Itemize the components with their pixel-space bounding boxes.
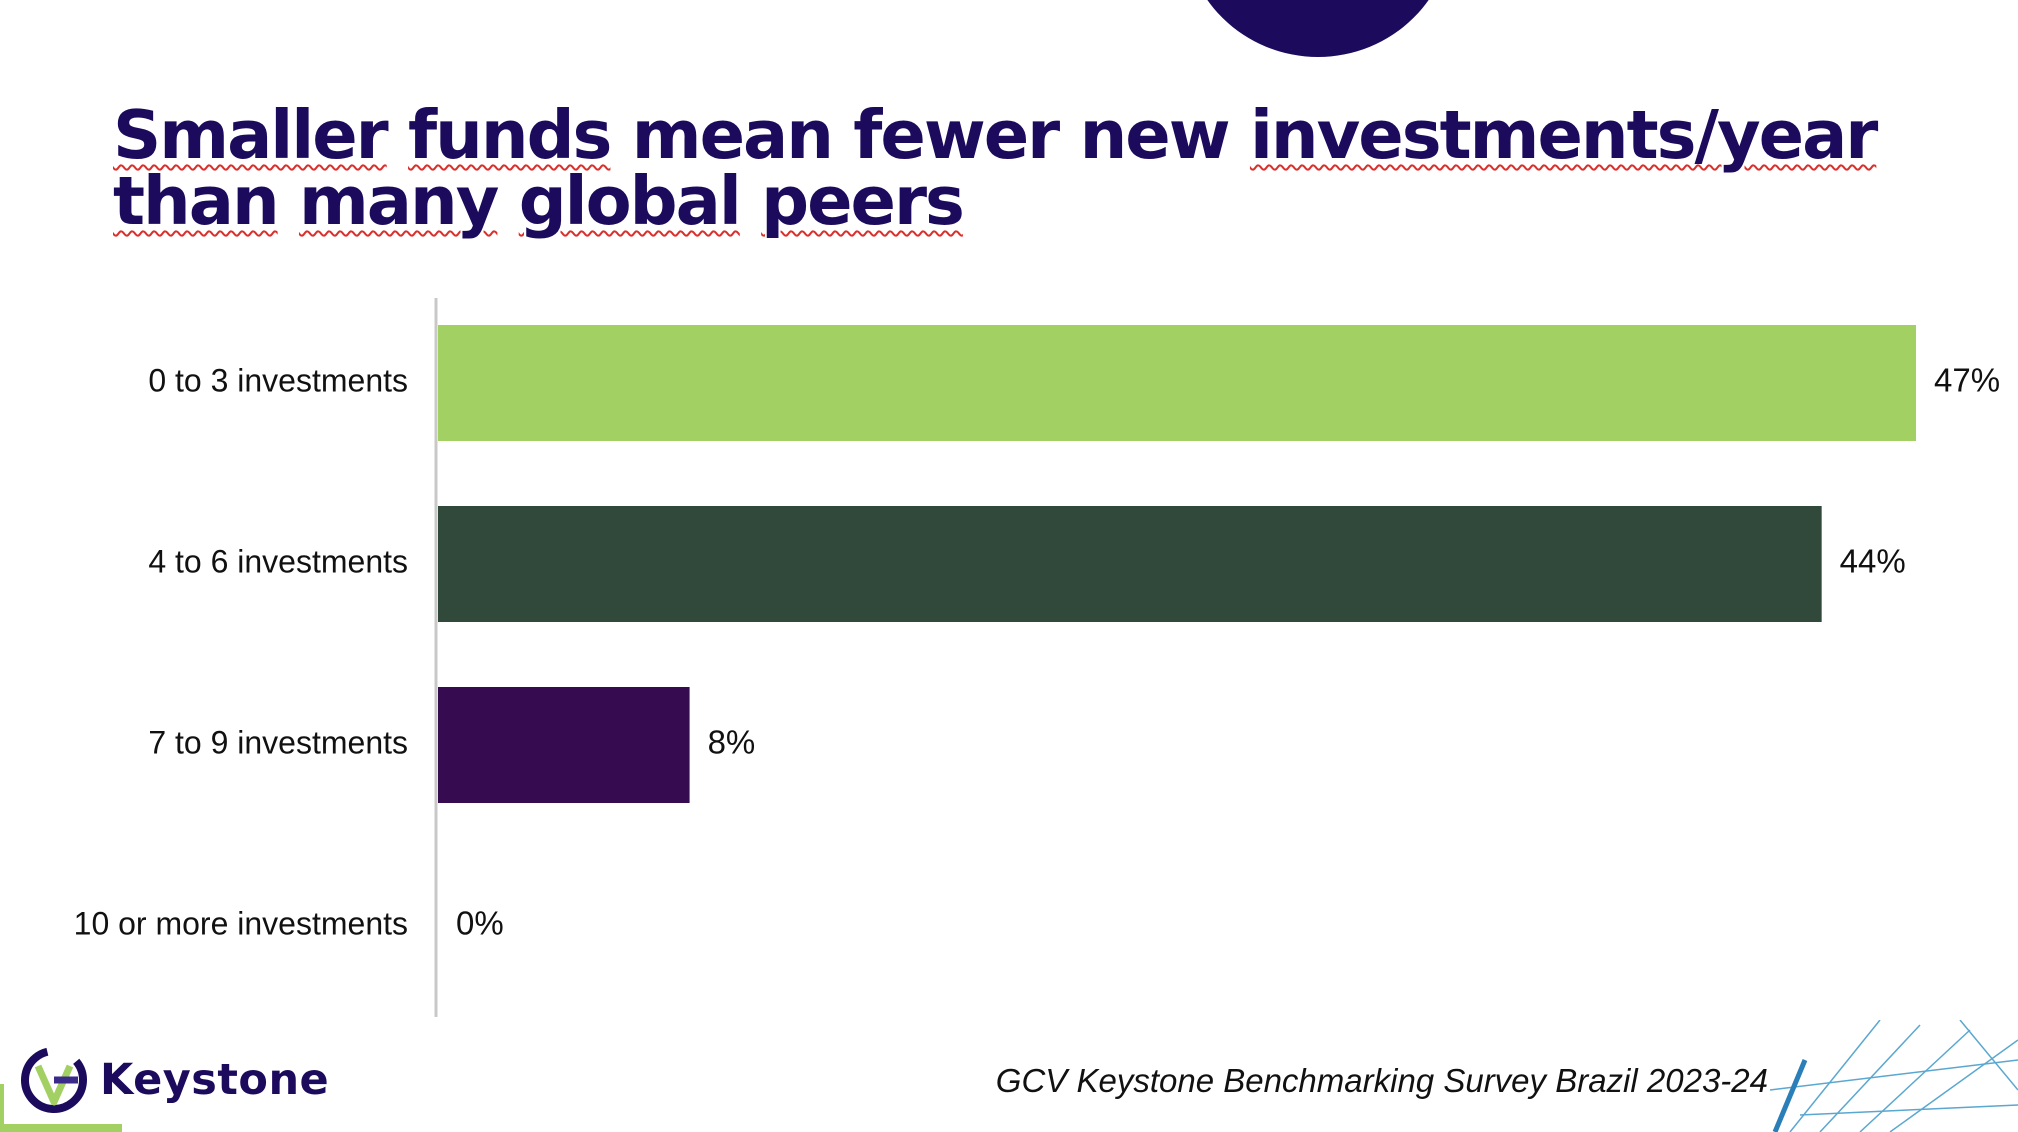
- title-word: investments/year: [1249, 96, 1878, 174]
- category-label: 10 or more investments: [74, 905, 408, 941]
- decorative-lines: [1770, 1020, 2018, 1132]
- category-label: 0 to 3 investments: [148, 362, 408, 398]
- category-labels-group: 0 to 3 investments 4 to 6 investments 7 to…: [74, 362, 408, 941]
- title-word: peers: [761, 162, 965, 240]
- corner-accent-strip: [0, 1124, 122, 1132]
- value-label: 44%: [1840, 543, 1906, 580]
- source-note: GCV Keystone Benchmarking Survey Brazil …: [995, 1062, 1768, 1099]
- corner-accent-vertical: [0, 1084, 4, 1132]
- bar-chart: 0 to 3 investments 4 to 6 investments 7 to…: [74, 298, 2000, 1017]
- bars-group: [438, 325, 1916, 803]
- title-word: mean: [631, 96, 834, 174]
- keystone-logo: Keystone: [18, 1044, 329, 1116]
- value-label: 0%: [456, 905, 504, 942]
- logo-wordmark: Keystone: [100, 1055, 330, 1105]
- title-word: Smaller: [113, 96, 389, 174]
- bar-1: [438, 325, 1916, 441]
- decorative-circle: [1183, 0, 1453, 57]
- title-line-2: than many global peers: [113, 168, 1963, 235]
- slide-title: Smaller funds mean fewer new investments…: [113, 102, 1963, 235]
- category-label: 7 to 9 investments: [148, 724, 408, 760]
- value-label: 8%: [708, 724, 756, 761]
- keystone-logo-icon: [21, 1047, 87, 1113]
- title-line-1: Smaller funds mean fewer new investments…: [113, 102, 1963, 169]
- bar-2: [438, 506, 1822, 622]
- title-word: fewer: [853, 96, 1060, 174]
- title-word: many: [298, 162, 499, 240]
- bar-3: [438, 687, 690, 803]
- value-labels-group: 47% 44% 8% 0%: [456, 362, 2000, 942]
- value-label: 47%: [1934, 362, 2000, 399]
- title-word: funds: [408, 96, 612, 174]
- category-label: 4 to 6 investments: [148, 543, 408, 579]
- title-word: new: [1079, 96, 1231, 174]
- title-word: global: [518, 162, 742, 240]
- title-word: than: [113, 162, 280, 240]
